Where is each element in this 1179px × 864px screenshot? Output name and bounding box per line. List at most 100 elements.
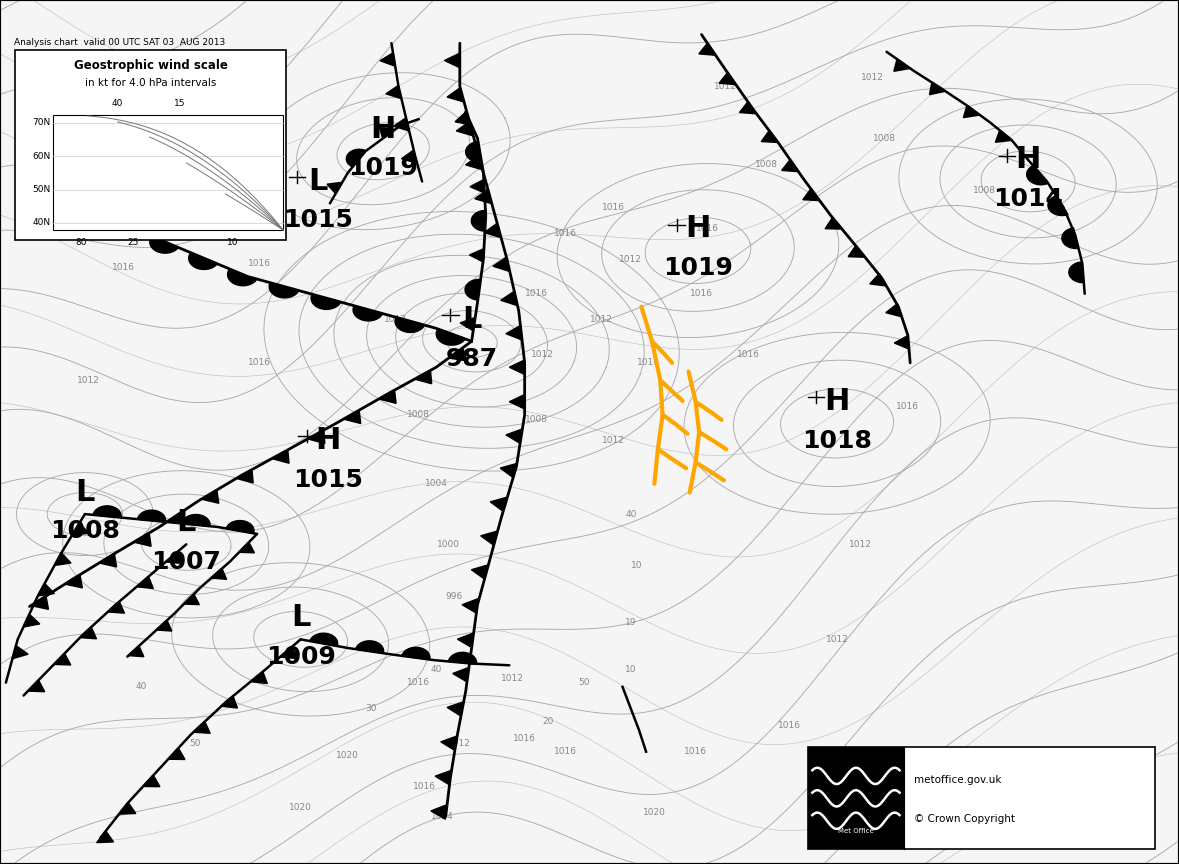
Text: 70N: 70N xyxy=(33,118,51,128)
Wedge shape xyxy=(228,269,256,286)
Text: 1016: 1016 xyxy=(737,350,760,359)
Text: 1012: 1012 xyxy=(531,350,554,359)
Text: 1008: 1008 xyxy=(407,410,430,419)
Text: 20: 20 xyxy=(542,717,554,726)
Text: 50N: 50N xyxy=(33,185,51,194)
Polygon shape xyxy=(65,575,83,588)
Polygon shape xyxy=(54,653,71,665)
Text: H: H xyxy=(370,115,396,144)
Polygon shape xyxy=(456,122,473,136)
Polygon shape xyxy=(119,803,136,814)
Polygon shape xyxy=(490,497,507,511)
Polygon shape xyxy=(308,430,325,443)
Wedge shape xyxy=(465,279,481,300)
Polygon shape xyxy=(28,680,45,692)
Polygon shape xyxy=(870,274,887,286)
Text: 1016: 1016 xyxy=(525,289,548,298)
Text: 1020: 1020 xyxy=(643,808,666,816)
Polygon shape xyxy=(895,335,909,349)
Polygon shape xyxy=(441,736,457,751)
Polygon shape xyxy=(80,627,97,638)
Wedge shape xyxy=(472,211,486,232)
Polygon shape xyxy=(493,257,509,271)
Polygon shape xyxy=(475,189,492,204)
Bar xyxy=(15,50,286,240)
Polygon shape xyxy=(72,523,88,535)
Text: 40: 40 xyxy=(136,683,147,691)
Text: 1012: 1012 xyxy=(619,255,643,264)
Text: 1008: 1008 xyxy=(755,160,778,168)
Text: 1012: 1012 xyxy=(825,635,849,644)
Polygon shape xyxy=(38,583,54,596)
Text: 1012: 1012 xyxy=(383,315,407,324)
Text: 1012: 1012 xyxy=(501,674,525,683)
Text: 1016: 1016 xyxy=(407,678,430,687)
Wedge shape xyxy=(1048,196,1068,215)
Polygon shape xyxy=(211,569,226,580)
Wedge shape xyxy=(150,237,178,253)
Polygon shape xyxy=(386,86,401,98)
Polygon shape xyxy=(435,770,452,785)
Polygon shape xyxy=(457,633,474,647)
Wedge shape xyxy=(1027,166,1048,185)
Text: 1008: 1008 xyxy=(50,519,120,543)
Text: Met Office: Met Office xyxy=(838,828,874,834)
Text: 1019: 1019 xyxy=(348,156,419,181)
Text: 1004: 1004 xyxy=(424,480,448,488)
Polygon shape xyxy=(509,395,525,409)
Wedge shape xyxy=(1069,262,1084,283)
Polygon shape xyxy=(803,189,819,200)
Text: 1015: 1015 xyxy=(283,208,354,232)
Polygon shape xyxy=(995,130,1012,143)
Polygon shape xyxy=(394,118,409,131)
Text: 40: 40 xyxy=(625,510,637,518)
Bar xyxy=(808,747,904,849)
Bar xyxy=(53,115,283,230)
Polygon shape xyxy=(327,182,342,194)
Text: H: H xyxy=(1015,145,1041,175)
Text: H: H xyxy=(315,426,341,455)
Text: 1000: 1000 xyxy=(436,540,460,549)
Polygon shape xyxy=(13,645,28,658)
Text: © Crown Copyright: © Crown Copyright xyxy=(914,814,1015,823)
Text: 1016: 1016 xyxy=(248,259,271,268)
Text: 1014: 1014 xyxy=(993,187,1063,211)
Polygon shape xyxy=(157,620,172,631)
Polygon shape xyxy=(506,429,522,443)
Text: 10: 10 xyxy=(631,562,643,570)
Text: 1016: 1016 xyxy=(112,264,136,272)
Polygon shape xyxy=(449,347,467,361)
Text: 19: 19 xyxy=(625,618,637,626)
Wedge shape xyxy=(356,641,383,653)
Text: 1016: 1016 xyxy=(413,782,436,791)
Text: 1012: 1012 xyxy=(601,436,625,445)
Text: 1016: 1016 xyxy=(554,229,578,238)
Text: 10: 10 xyxy=(226,238,238,247)
Polygon shape xyxy=(506,326,522,340)
Polygon shape xyxy=(848,245,865,257)
Text: 996: 996 xyxy=(446,592,462,600)
Polygon shape xyxy=(469,249,483,262)
Text: 1016: 1016 xyxy=(513,734,536,743)
Text: 1009: 1009 xyxy=(265,645,336,669)
Text: 1016: 1016 xyxy=(778,721,802,730)
Polygon shape xyxy=(485,223,501,238)
Polygon shape xyxy=(251,671,268,683)
Polygon shape xyxy=(97,831,113,842)
Polygon shape xyxy=(929,82,946,95)
Polygon shape xyxy=(415,371,432,384)
Text: 1016: 1016 xyxy=(637,359,660,367)
Text: 50: 50 xyxy=(578,678,590,687)
Polygon shape xyxy=(220,696,237,708)
Polygon shape xyxy=(894,59,910,71)
Polygon shape xyxy=(509,360,525,374)
Polygon shape xyxy=(169,748,185,759)
Polygon shape xyxy=(133,533,151,546)
Wedge shape xyxy=(111,220,139,237)
Text: Geostrophic wind scale: Geostrophic wind scale xyxy=(74,59,228,73)
Wedge shape xyxy=(189,252,217,270)
Text: 1018: 1018 xyxy=(802,429,872,453)
Text: 1007: 1007 xyxy=(151,550,222,574)
Polygon shape xyxy=(501,291,518,306)
Polygon shape xyxy=(402,150,417,163)
